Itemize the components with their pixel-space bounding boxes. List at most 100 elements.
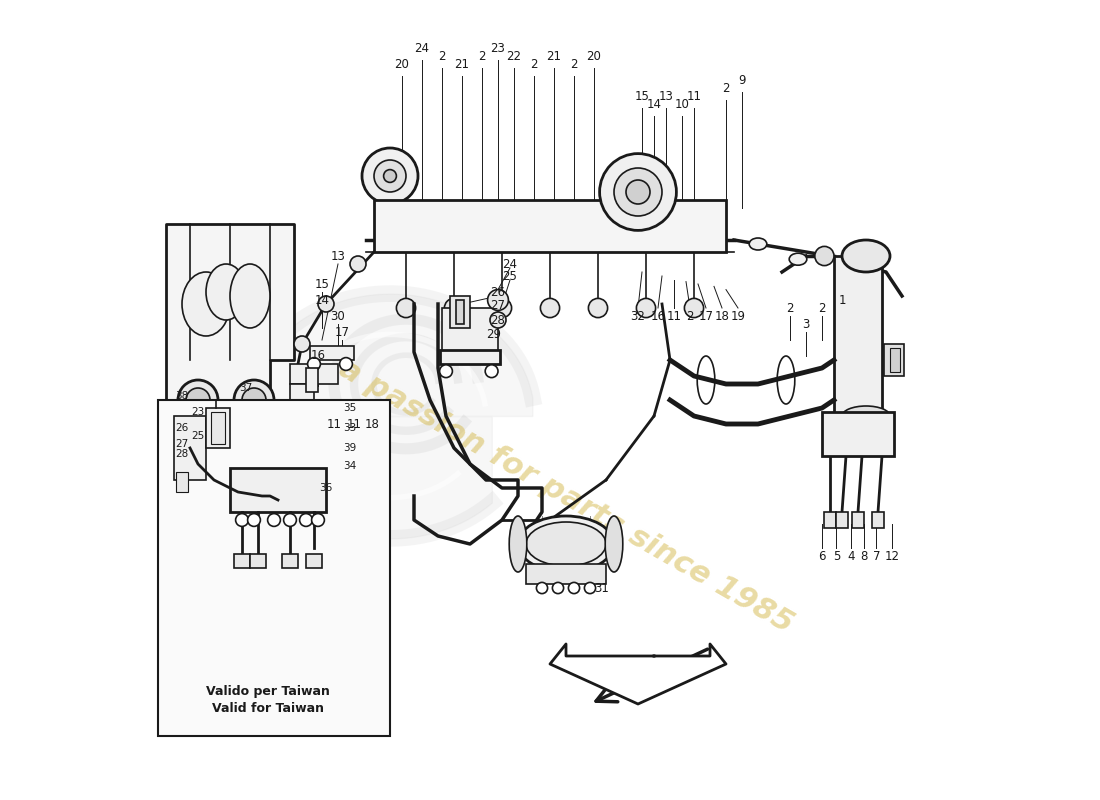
Circle shape [350,256,366,272]
Circle shape [485,365,498,378]
Text: 2: 2 [723,82,729,94]
Ellipse shape [206,264,246,320]
Bar [440,350,500,364]
Text: 2: 2 [570,58,578,70]
Text: 18: 18 [365,418,380,430]
Text: 7: 7 [872,550,880,562]
Bar [834,256,882,416]
Circle shape [248,514,261,526]
Text: 27: 27 [175,439,188,449]
Ellipse shape [414,213,431,235]
Text: 15: 15 [635,90,649,102]
Bar [174,416,206,480]
Text: 24: 24 [415,42,429,54]
Circle shape [637,298,656,318]
Bar [442,308,498,352]
Circle shape [294,336,310,352]
Circle shape [322,417,329,423]
Text: 26: 26 [175,423,188,433]
Text: 11: 11 [327,418,341,430]
Text: 29: 29 [486,328,502,341]
Polygon shape [166,224,294,520]
Text: 2: 2 [530,58,538,70]
Circle shape [684,298,704,318]
Text: 2: 2 [686,310,694,322]
Ellipse shape [458,218,466,230]
Circle shape [584,582,595,594]
Bar [456,300,464,324]
Bar [450,296,470,328]
Text: 39: 39 [343,443,356,453]
Bar [310,346,354,360]
Circle shape [626,180,650,204]
Circle shape [284,514,296,526]
Circle shape [493,298,512,318]
Text: 28: 28 [491,314,505,326]
Text: Valido per Taiwan: Valido per Taiwan [207,686,330,698]
Bar [250,554,266,568]
Text: 16: 16 [310,350,326,362]
Ellipse shape [573,213,591,235]
Ellipse shape [789,253,806,265]
Text: 32: 32 [630,310,646,322]
Circle shape [614,168,662,216]
Circle shape [440,365,452,378]
Text: 14: 14 [647,98,661,110]
Text: 10: 10 [674,98,690,110]
Polygon shape [550,644,726,704]
Ellipse shape [534,213,551,235]
Text: 31: 31 [595,582,609,594]
Text: 6: 6 [818,550,826,562]
Text: 23: 23 [491,42,505,54]
Text: 19: 19 [730,310,746,322]
Ellipse shape [837,266,855,278]
Bar [306,368,318,392]
Text: 17: 17 [698,310,714,322]
Text: 24: 24 [503,258,517,270]
Ellipse shape [578,218,586,230]
Bar [884,344,904,376]
Text: 11: 11 [667,310,682,322]
Bar [890,348,900,372]
Text: 2: 2 [438,50,446,62]
Bar [176,472,188,492]
Text: 30: 30 [331,310,345,322]
Circle shape [569,582,580,594]
Text: 14: 14 [315,294,330,306]
Circle shape [186,388,210,412]
Ellipse shape [617,218,627,230]
Circle shape [815,246,834,266]
Bar [822,412,894,456]
Ellipse shape [493,213,510,235]
Bar [374,200,726,252]
Bar [230,468,326,512]
Text: 2: 2 [818,302,826,314]
Text: 11: 11 [686,90,702,102]
Bar [824,512,836,528]
Bar [211,412,226,444]
Circle shape [540,298,560,318]
Ellipse shape [417,218,427,230]
Text: 21: 21 [547,50,561,62]
Text: 17: 17 [334,326,350,338]
Bar [526,564,606,584]
Bar [206,408,230,448]
Text: 16: 16 [650,310,666,322]
Circle shape [537,582,548,594]
Bar [282,554,298,568]
Text: 38: 38 [175,391,188,401]
Text: 3: 3 [802,318,810,330]
Text: 20: 20 [586,50,602,62]
Circle shape [267,514,280,526]
Circle shape [552,582,563,594]
Circle shape [396,298,416,318]
Ellipse shape [842,240,890,272]
Text: 5: 5 [833,550,840,562]
Ellipse shape [453,213,471,235]
Ellipse shape [526,522,606,566]
Circle shape [299,514,312,526]
Bar [234,554,250,568]
Circle shape [311,514,324,526]
Text: 13: 13 [331,250,345,262]
Circle shape [235,514,249,526]
